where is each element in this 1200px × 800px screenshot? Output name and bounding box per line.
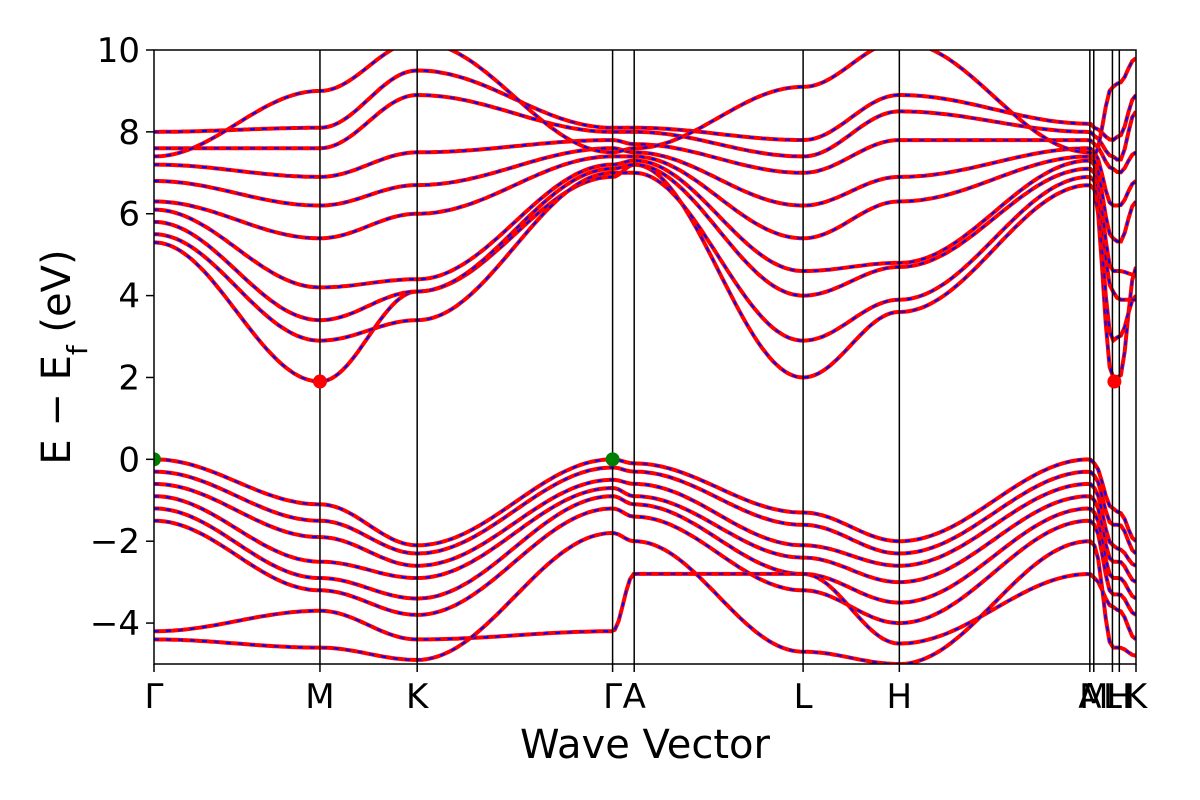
y-axis-ticks: −4 −2 0 2 4 6 8 10	[90, 31, 154, 644]
vbm-marker	[154, 452, 161, 467]
y-tick-label: 4	[118, 277, 140, 317]
band-line-dashed	[154, 147, 1136, 207]
vbm-marker	[605, 452, 620, 467]
band-line-dashed	[154, 478, 1136, 567]
x-tick-label: K	[1125, 677, 1149, 717]
y-tick-label: 6	[118, 195, 140, 235]
band-line-dashed	[154, 507, 1136, 625]
band-line	[154, 530, 1136, 664]
y-tick-label: 2	[118, 358, 140, 398]
band-line	[154, 571, 1136, 646]
x-tick-label: M	[1079, 677, 1108, 717]
y-tick-label: 10	[97, 31, 140, 71]
band-line	[154, 170, 1136, 344]
band-line-dashed	[154, 486, 1136, 584]
band-line-dashed	[154, 163, 1136, 322]
x-tick-label: Γ	[603, 677, 622, 717]
x-tick-label: H	[1107, 677, 1133, 717]
x-tick-label: L	[794, 677, 813, 717]
x-tick-label: A	[1078, 677, 1101, 717]
x-tick-label: A	[623, 677, 646, 717]
cbm-marker	[1107, 374, 1122, 389]
y-tick-label: −2	[90, 522, 140, 562]
band-line	[154, 154, 1136, 244]
kpoint-lines	[319, 50, 1121, 664]
band-line-dashed	[154, 159, 1136, 289]
x-tick-label: K	[406, 677, 430, 717]
cbm-marker	[312, 374, 327, 389]
x-tick-label: H	[887, 677, 913, 717]
band-line-dashed	[154, 69, 1136, 141]
band-line-dashed	[154, 495, 1136, 604]
band-edge-markers	[154, 374, 1122, 467]
y-axis-label: E − Ef (eV)	[34, 249, 94, 464]
band-line-dashed	[154, 155, 1136, 243]
band-line	[154, 68, 1136, 142]
band-line-dashed	[154, 163, 1136, 383]
plot-frame	[153, 49, 1137, 665]
band-line-dashed	[154, 466, 1136, 555]
bands-group	[154, 50, 1136, 664]
y-tick-label: 0	[118, 440, 140, 480]
band-line-dashed	[154, 93, 1136, 161]
band-line-dashed	[154, 531, 1136, 664]
x-tick-label: Γ	[145, 677, 164, 717]
band-line	[154, 162, 1136, 384]
x-tick-label: M	[305, 677, 334, 717]
y-tick-label: 8	[118, 113, 140, 153]
y-tick-label: −4	[90, 604, 140, 644]
band-line	[154, 477, 1136, 568]
band-line-dashed	[154, 139, 1136, 178]
x-tick-label: L	[1103, 677, 1122, 717]
x-axis-label: Wave Vector	[520, 722, 771, 768]
band-line-dashed	[154, 458, 1136, 547]
band-line-dashed	[154, 50, 1136, 158]
